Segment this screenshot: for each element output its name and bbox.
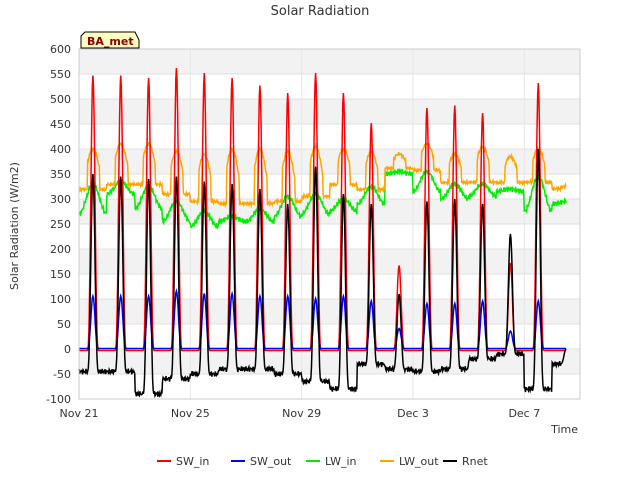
grid-band [79, 149, 580, 174]
y-tick-label: 350 [50, 168, 71, 181]
y-tick-label: -100 [46, 393, 71, 406]
x-tick-label: Dec 7 [508, 407, 540, 420]
x-tick-label: Dec 3 [397, 407, 429, 420]
chart-title: Solar Radiation [271, 4, 370, 19]
y-tick-label: -50 [53, 368, 71, 381]
legend-label-lw-out: LW_out [399, 455, 439, 468]
legend-label-rnet: Rnet [462, 455, 488, 468]
x-tick-label: Nov 21 [60, 407, 99, 420]
badge-label: BA_met [87, 35, 134, 48]
y-tick-label: 500 [50, 93, 71, 106]
x-axis-title: Time [550, 423, 578, 436]
series-line-sw-in [79, 67, 567, 352]
y-tick-label: 0 [64, 343, 71, 356]
y-axis-ticks: -100 -50 0 50 100 150 200 250 300 350 400 450 500 550… [46, 43, 71, 406]
series-lines [78, 67, 567, 399]
y-tick-label: 550 [50, 68, 71, 81]
legend: SW_in SW_out LW_in LW_out Rnet [157, 455, 488, 468]
y-tick-label: 600 [50, 43, 71, 56]
legend-label-sw-in: SW_in [176, 455, 209, 468]
grid-band [79, 99, 580, 124]
y-tick-label: 250 [50, 218, 71, 231]
x-axis-ticks: Nov 21 Nov 25 Nov 29 Dec 3 Dec 7 [60, 407, 541, 420]
legend-label-lw-in: LW_in [325, 455, 357, 468]
y-tick-label: 200 [50, 243, 71, 256]
grid-band [79, 49, 580, 74]
y-tick-label: 450 [50, 118, 71, 131]
plot-frame [78, 48, 581, 400]
series-line-sw-out [79, 288, 567, 350]
y-tick-label: 300 [50, 193, 71, 206]
grid-band [79, 299, 580, 324]
series-line-lw-out [78, 141, 567, 209]
x-tick-label: Nov 29 [282, 407, 321, 420]
y-tick-label: 150 [50, 268, 71, 281]
y-tick-label: 100 [50, 293, 71, 306]
badge-box [80, 31, 140, 49]
grid-band [79, 249, 580, 274]
y-tick-label: 400 [50, 143, 71, 156]
y-axis-title: Solar Radiation (W/m2) [8, 162, 21, 290]
legend-label-sw-out: SW_out [250, 455, 292, 468]
series-line-rnet [78, 148, 567, 399]
y-tick-label: 50 [57, 318, 71, 331]
site-badge: BA_met [80, 31, 140, 49]
grid-band [79, 349, 580, 374]
x-tick-label: Nov 25 [171, 407, 210, 420]
